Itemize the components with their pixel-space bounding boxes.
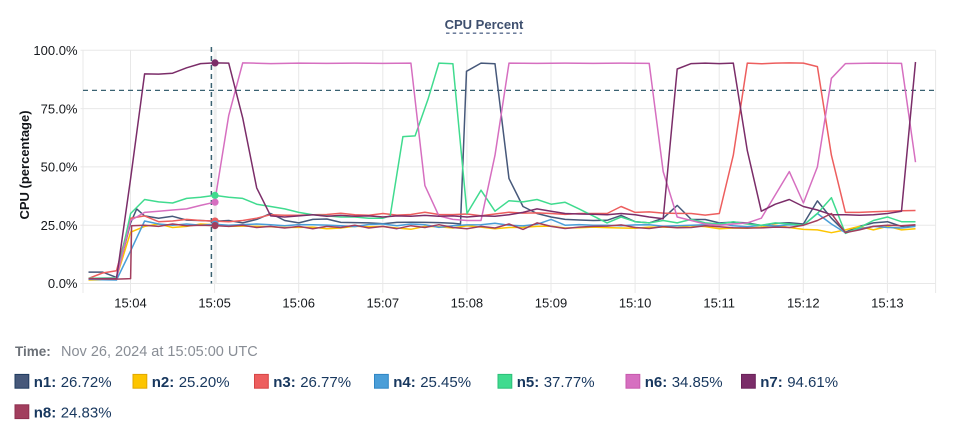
svg-text:15:05: 15:05 [198,296,231,311]
svg-text:100.0%: 100.0% [33,43,78,58]
svg-text:15:04: 15:04 [114,296,147,311]
svg-text:15:13: 15:13 [871,296,904,311]
svg-text:34.85%: 34.85% [672,374,723,391]
svg-text:15:08: 15:08 [451,296,484,311]
svg-text:15:07: 15:07 [367,296,400,311]
svg-text:50.0%: 50.0% [41,160,78,175]
svg-text:25.0%: 25.0% [41,218,78,233]
svg-text:15:06: 15:06 [282,296,315,311]
svg-text:15:12: 15:12 [787,296,820,311]
svg-text:0.0%: 0.0% [48,276,78,291]
svg-text:n3:: n3: [273,374,296,391]
svg-text:15:10: 15:10 [619,296,652,311]
svg-text:37.77%: 37.77% [544,374,595,391]
svg-text:n5:: n5: [517,374,540,391]
svg-text:n2:: n2: [152,374,175,391]
svg-text:94.61%: 94.61% [787,374,838,391]
svg-text:25.45%: 25.45% [420,374,471,391]
svg-text:Time:: Time: [15,344,51,359]
svg-text:n4:: n4: [393,374,416,391]
svg-text:15:11: 15:11 [703,296,735,311]
svg-text:n1:: n1: [34,374,57,391]
svg-text:26.77%: 26.77% [300,374,351,391]
svg-text:25.20%: 25.20% [179,374,230,391]
svg-text:n7:: n7: [760,374,783,391]
svg-text:n6:: n6: [645,374,668,391]
svg-text:15:09: 15:09 [535,296,568,311]
svg-text:Nov 26, 2024 at 15:05:00 UTC: Nov 26, 2024 at 15:05:00 UTC [61,344,258,360]
svg-text:75.0%: 75.0% [41,101,78,116]
svg-text:n8:: n8: [34,404,57,421]
svg-text:CPU Percent: CPU Percent [445,17,524,32]
svg-text:24.83%: 24.83% [61,404,112,421]
svg-text:26.72%: 26.72% [61,374,112,391]
svg-text:CPU (percentage): CPU (percentage) [17,110,32,219]
